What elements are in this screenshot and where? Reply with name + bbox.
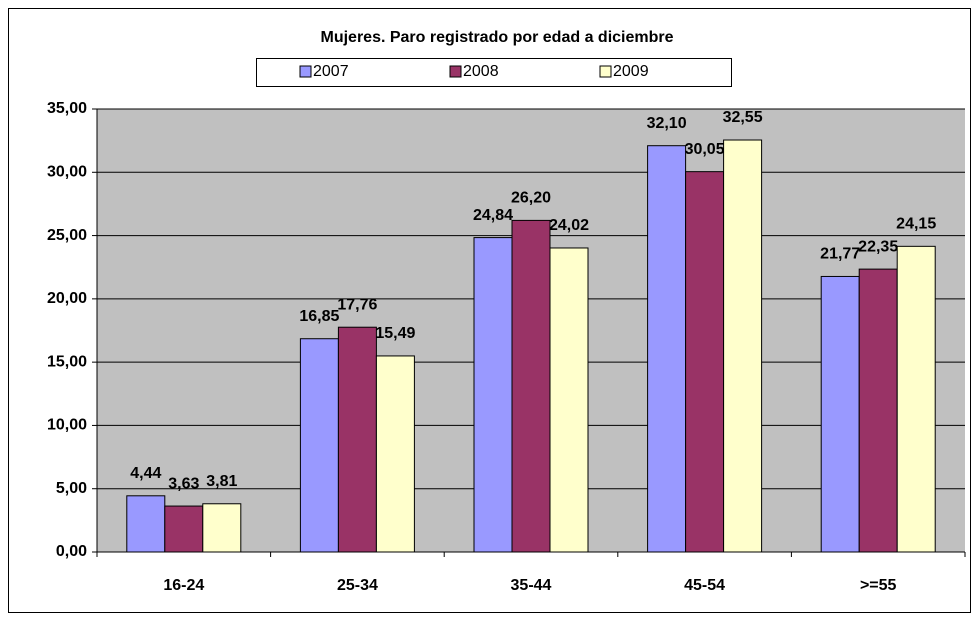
chart-title: Mujeres. Paro registrado por edad a dici… (321, 29, 674, 46)
bar (685, 171, 725, 553)
legend-label: 2009 (613, 63, 649, 80)
value-label: 16,85 (299, 308, 339, 325)
bar (473, 237, 513, 553)
value-label: 15,49 (375, 325, 415, 342)
y-tick-label: 35,00 (47, 100, 87, 117)
value-label: 32,55 (723, 109, 763, 126)
bar (858, 268, 898, 553)
bar (126, 495, 166, 553)
x-tick-label: 25-34 (337, 577, 378, 594)
bar (337, 326, 377, 553)
value-label: 4,44 (130, 465, 161, 482)
y-tick-label: 0,00 (56, 543, 87, 560)
bar (299, 338, 339, 553)
legend-swatch (599, 65, 612, 78)
bar (896, 245, 936, 553)
legend-swatch (449, 65, 462, 78)
bar (723, 139, 763, 553)
bar (511, 219, 551, 553)
x-tick-label: 45-54 (684, 577, 725, 594)
value-label: 26,20 (511, 190, 551, 207)
y-tick-label: 5,00 (56, 480, 87, 497)
value-label: 3,63 (168, 475, 199, 492)
bar (820, 275, 860, 553)
bar (164, 505, 204, 553)
y-tick-label: 30,00 (47, 164, 87, 181)
value-label: 21,77 (820, 246, 860, 263)
value-label: 17,76 (337, 296, 377, 313)
value-label: 24,84 (473, 207, 513, 224)
bar (375, 355, 415, 553)
y-tick-label: 15,00 (47, 353, 87, 370)
legend-label: 2008 (463, 63, 499, 80)
y-tick-label: 25,00 (47, 227, 87, 244)
x-tick-label: >=55 (860, 577, 897, 594)
value-label: 24,02 (549, 217, 589, 234)
y-tick-label: 20,00 (47, 290, 87, 307)
value-label: 30,05 (685, 141, 725, 158)
bar (549, 247, 589, 553)
bar (647, 145, 687, 553)
value-label: 22,35 (858, 238, 898, 255)
x-tick-label: 35-44 (511, 577, 552, 594)
value-label: 24,15 (896, 216, 936, 233)
x-tick-label: 16-24 (163, 577, 204, 594)
value-label: 32,10 (647, 115, 687, 132)
legend (256, 58, 732, 87)
value-label: 3,81 (206, 473, 237, 490)
legend-label: 2007 (313, 63, 349, 80)
bar (202, 503, 242, 553)
legend-swatch (299, 65, 312, 78)
y-tick-label: 10,00 (47, 417, 87, 434)
